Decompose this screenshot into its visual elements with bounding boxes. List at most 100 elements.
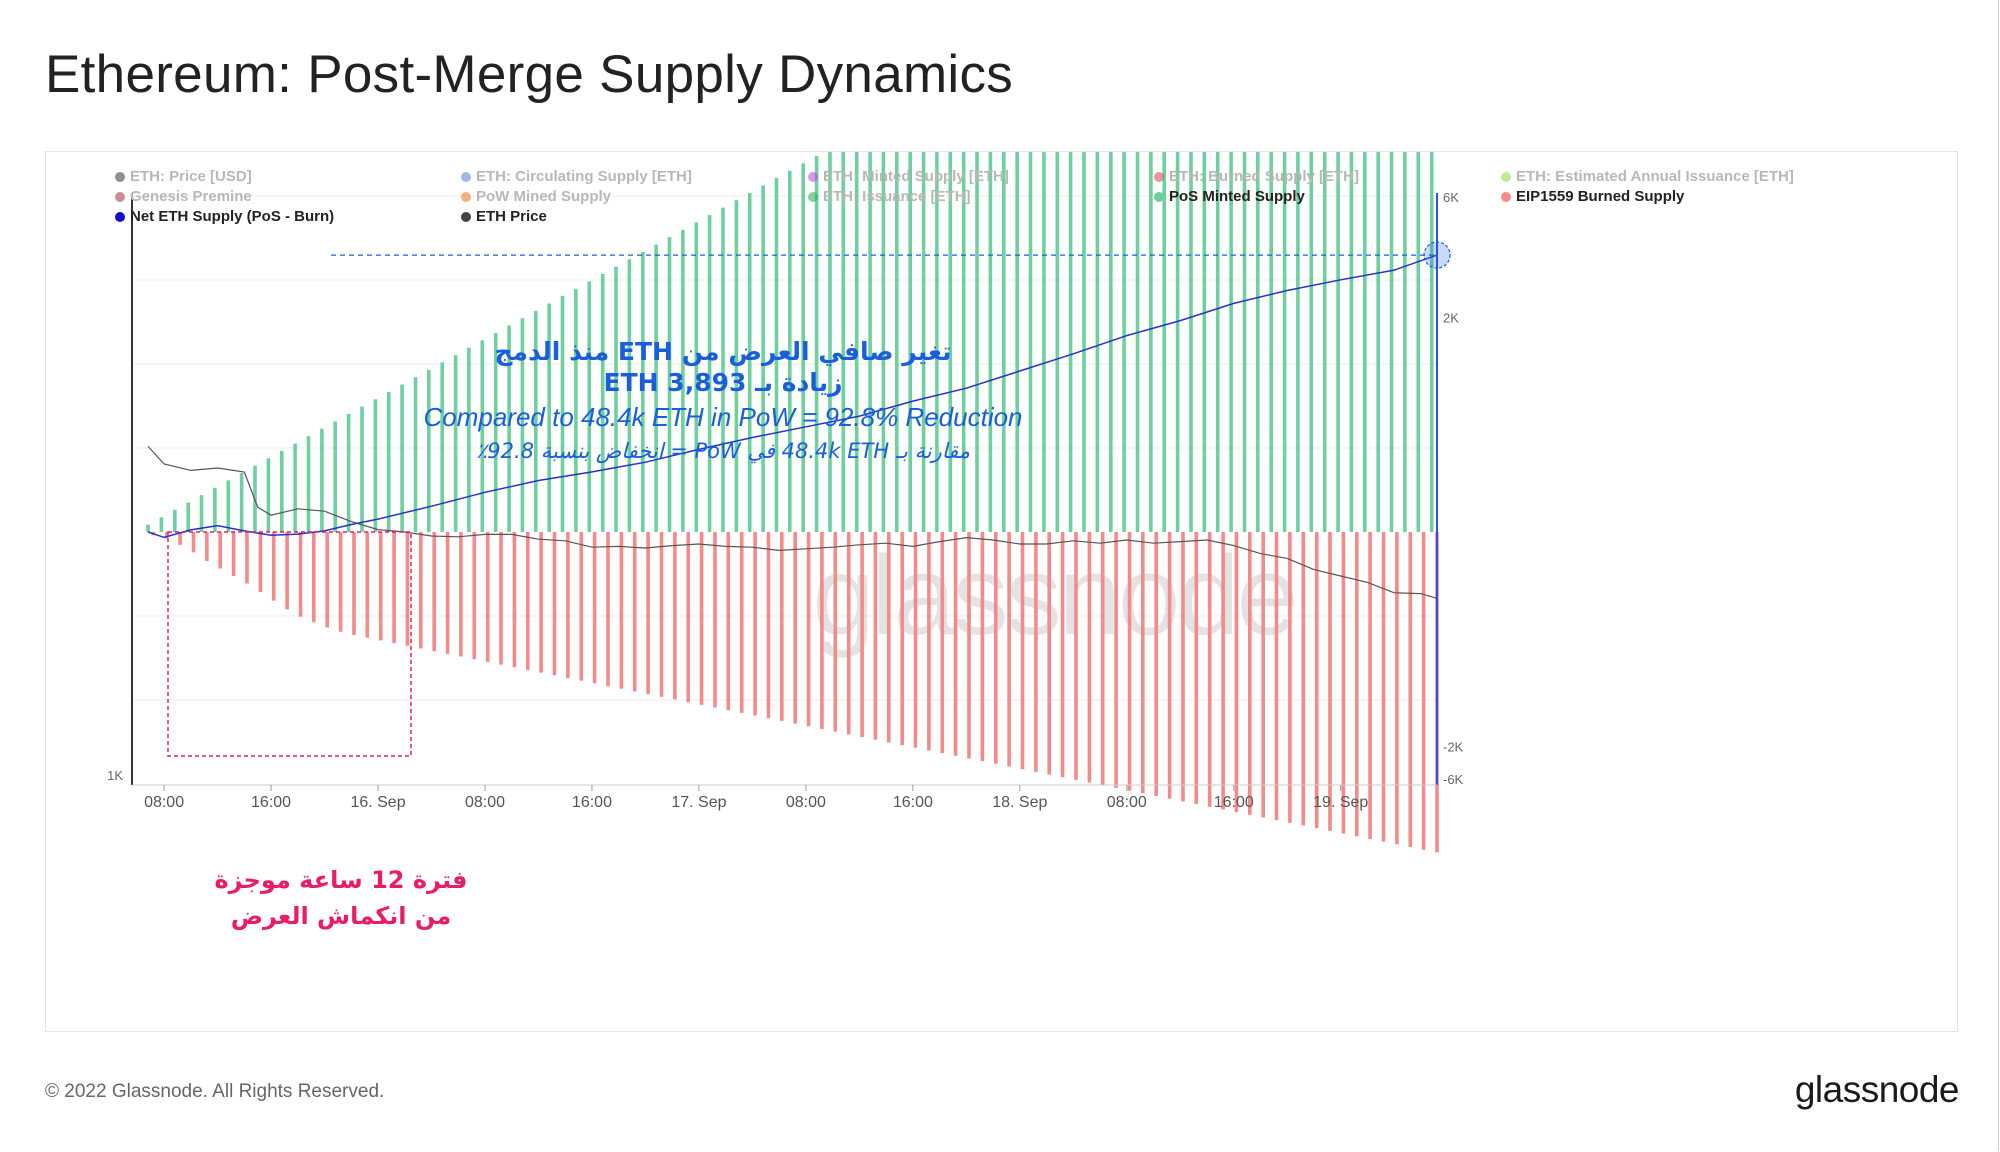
pos-minted-bar	[520, 318, 525, 532]
legend-item-label: Genesis Premine	[130, 188, 252, 205]
pos-minted-bar	[1322, 152, 1327, 532]
pos-minted-bar	[293, 443, 297, 532]
pos-minted-bar	[1416, 152, 1421, 532]
legend-item-label: ETH: Issuance [ETH]	[823, 188, 971, 205]
pos-minted-bar	[801, 163, 805, 532]
eip1559-burned-bar	[646, 532, 650, 695]
eip1559-burned-bar	[1408, 532, 1413, 847]
pos-minted-bar	[921, 152, 926, 532]
pos-minted-bar	[427, 369, 431, 532]
eip1559-burned-bar	[325, 532, 329, 628]
pos-minted-bar	[413, 377, 418, 532]
pos-minted-bar	[868, 152, 872, 532]
legend: ETH: Price [USD] ETH: Circulating Supply …	[115, 168, 1794, 225]
legend-item-label: ETH: Estimated Annual Issuance [ETH]	[1516, 168, 1794, 185]
eip1559-burned-bar	[178, 532, 182, 545]
eip1559-burned-bar	[271, 532, 276, 601]
pos-minted-bar	[360, 406, 364, 532]
eip1559-burned-bar	[726, 532, 731, 711]
eip1559-burned-bar	[619, 532, 624, 689]
legend-marker	[461, 172, 471, 182]
pos-minted-bar	[1282, 152, 1287, 533]
pos-minted-bar	[1336, 152, 1340, 533]
pos-minted-bar	[721, 207, 725, 532]
pos-minted-bar	[1042, 152, 1046, 533]
pos-minted-bar	[1363, 152, 1367, 532]
x-axis-tick-label: 16:00	[1214, 794, 1254, 811]
legend-item-label: Net ETH Supply (PoS - Burn)	[130, 208, 334, 225]
eip1559-burned-bar	[1301, 532, 1306, 826]
eip1559-burned-bar	[218, 532, 222, 569]
pos-minted-bar	[386, 391, 391, 532]
x-axis-tick-label: 18. Sep	[992, 794, 1047, 811]
pos-minted-bar	[186, 502, 190, 532]
pos-minted-bar	[1149, 152, 1153, 532]
series-lines	[147, 241, 1451, 757]
pos-minted-bar	[841, 152, 846, 533]
eip1559-burned-bar	[231, 532, 236, 576]
pos-minted-bar	[747, 192, 752, 532]
eip1559-burned-bar	[419, 532, 423, 649]
pos-minted-bar	[1202, 152, 1207, 533]
eip1559-burned-bar	[953, 532, 958, 756]
eip1559-burned-bar	[1020, 532, 1025, 770]
pos-minted-bar	[453, 355, 458, 532]
pos-minted-bar	[1028, 152, 1033, 532]
right-axis-tick-label: -6K	[1443, 772, 1464, 787]
eip1559-burned-bar	[539, 532, 543, 673]
pos-minted-bar	[467, 347, 471, 532]
legend-item-label: ETH: Price [USD]	[130, 168, 252, 185]
eip1559-burned-bar	[592, 532, 597, 684]
pos-minted-bar	[266, 458, 271, 532]
eip1559-burned-bar	[191, 532, 196, 553]
pos-minted-bar	[1215, 152, 1220, 532]
eip1559-burned-bar	[1381, 532, 1386, 842]
pos-minted-bar	[333, 421, 337, 532]
eip1559-burned-bar	[298, 532, 303, 617]
pos-minted-bar	[213, 487, 217, 532]
x-axis-tick-label: 16:00	[893, 794, 933, 811]
glassnode-logo[interactable]: glassnode	[1794, 1069, 1960, 1110]
pos-minted-bar	[306, 436, 311, 532]
pos-minted-bar	[146, 524, 150, 532]
pos-minted-bar	[1082, 152, 1086, 532]
eip1559-burned-bar	[606, 532, 610, 686]
eip1559-burned-bar	[1127, 532, 1132, 791]
eip1559-burned-bar	[499, 532, 503, 665]
pos-minted-bar	[908, 152, 912, 532]
right-axis-tick-label: 6K	[1443, 190, 1459, 205]
contraction-period-box	[167, 531, 412, 757]
pos-minted-bar	[547, 303, 551, 532]
pos-minted-bar	[1175, 152, 1180, 532]
net-eth-supply-line	[147, 254, 1438, 539]
pos-minted-bar	[828, 152, 832, 532]
pos-minted-bar	[948, 152, 953, 533]
pos-minted-bar	[226, 480, 231, 532]
eip1559-burned-bar	[1368, 532, 1372, 839]
x-axis-tick-label: 19. Sep	[1313, 794, 1368, 811]
eip1559-burned-bar	[312, 532, 316, 623]
page-title: Ethereum: Post-Merge Supply Dynamics	[45, 45, 1014, 104]
eip1559-burned-bar	[1288, 532, 1292, 823]
pos-minted-bar	[854, 152, 859, 532]
pos-minted-bar	[199, 495, 204, 532]
pos-minted-bar	[641, 251, 645, 532]
pos-minted-bar	[534, 310, 538, 532]
annotations: تغير صافي العرض من ETH منذ الدمج زيادة ب…	[215, 337, 1023, 930]
eip1559-burned-bar	[1074, 532, 1078, 780]
legend-marker	[808, 192, 818, 202]
eip1559-burned-bar	[1355, 532, 1359, 837]
eip1559-burned-bar	[900, 532, 904, 746]
eip1559-burned-bar	[459, 532, 463, 657]
eip1559-burned-bar	[994, 532, 998, 764]
pos-minted-bar	[1296, 152, 1300, 532]
pos-minted-bar	[895, 152, 899, 533]
pos-minted-bar	[440, 362, 444, 532]
legend-marker	[115, 192, 125, 202]
legend-item-label: ETH Price	[476, 208, 547, 225]
pos-minted-bar	[1256, 152, 1260, 533]
legend-item-label: PoS Minted Supply	[1169, 188, 1305, 205]
eip1559-burned-bar	[472, 532, 477, 660]
right-axis-tick-label: -2K	[1443, 740, 1464, 755]
